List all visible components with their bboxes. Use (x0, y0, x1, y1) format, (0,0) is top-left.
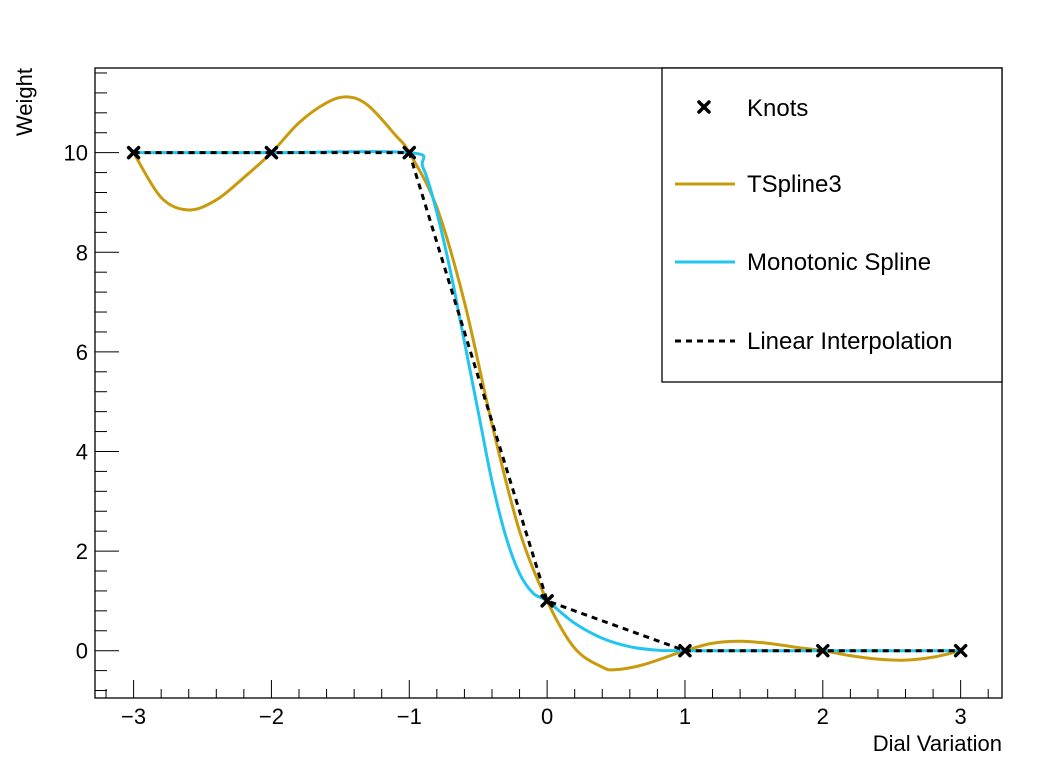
x-tick-label: 2 (817, 704, 829, 729)
plot-frame (94, 67, 1003, 699)
legend: Knots TSpline3 Monotonic Spline Linear I… (661, 67, 1003, 383)
knot-marker (953, 643, 968, 658)
knot-marker (678, 643, 692, 658)
knot-marker (540, 594, 554, 608)
knot-marker (816, 643, 830, 658)
legend-label-linear-interpolation: Linear Interpolation (747, 328, 952, 355)
x-axis-ticks: −3 −2 −1 0 1 2 3 (121, 680, 967, 729)
y-tick-label: 4 (76, 439, 88, 464)
x-tick-label: 1 (679, 704, 691, 729)
y-tick-label: 6 (76, 340, 88, 365)
x-tick-label: −1 (397, 704, 422, 729)
y-tick-label: 10 (64, 141, 88, 166)
x-tick-label: 0 (541, 704, 553, 729)
y-axis-ticks: 0 2 4 6 8 10 (64, 141, 119, 664)
x-tick-label: −2 (259, 704, 284, 729)
knot-marker (402, 145, 417, 160)
legend-label-tspline3: TSpline3 (747, 171, 842, 198)
series-line-monotonic-spline (133, 150, 961, 653)
y-axis-label: Weight (12, 68, 37, 136)
x-tick-label: 3 (955, 704, 967, 729)
legend-label-knots: Knots (747, 95, 808, 122)
x-axis-label: Dial Variation (873, 731, 1002, 756)
knot-layer (126, 145, 968, 658)
knot-marker (126, 145, 141, 160)
legend-label-monotonic-spline: Monotonic Spline (747, 249, 931, 276)
y-tick-label: 2 (76, 539, 88, 564)
x-tick-label: −3 (121, 704, 146, 729)
legend-marker-knots (697, 100, 711, 114)
legend-box (661, 67, 1003, 383)
knot-marker (264, 145, 279, 160)
y-tick-label: 8 (76, 240, 88, 265)
y-tick-label: 0 (76, 639, 88, 664)
minor-ticks (95, 72, 989, 698)
